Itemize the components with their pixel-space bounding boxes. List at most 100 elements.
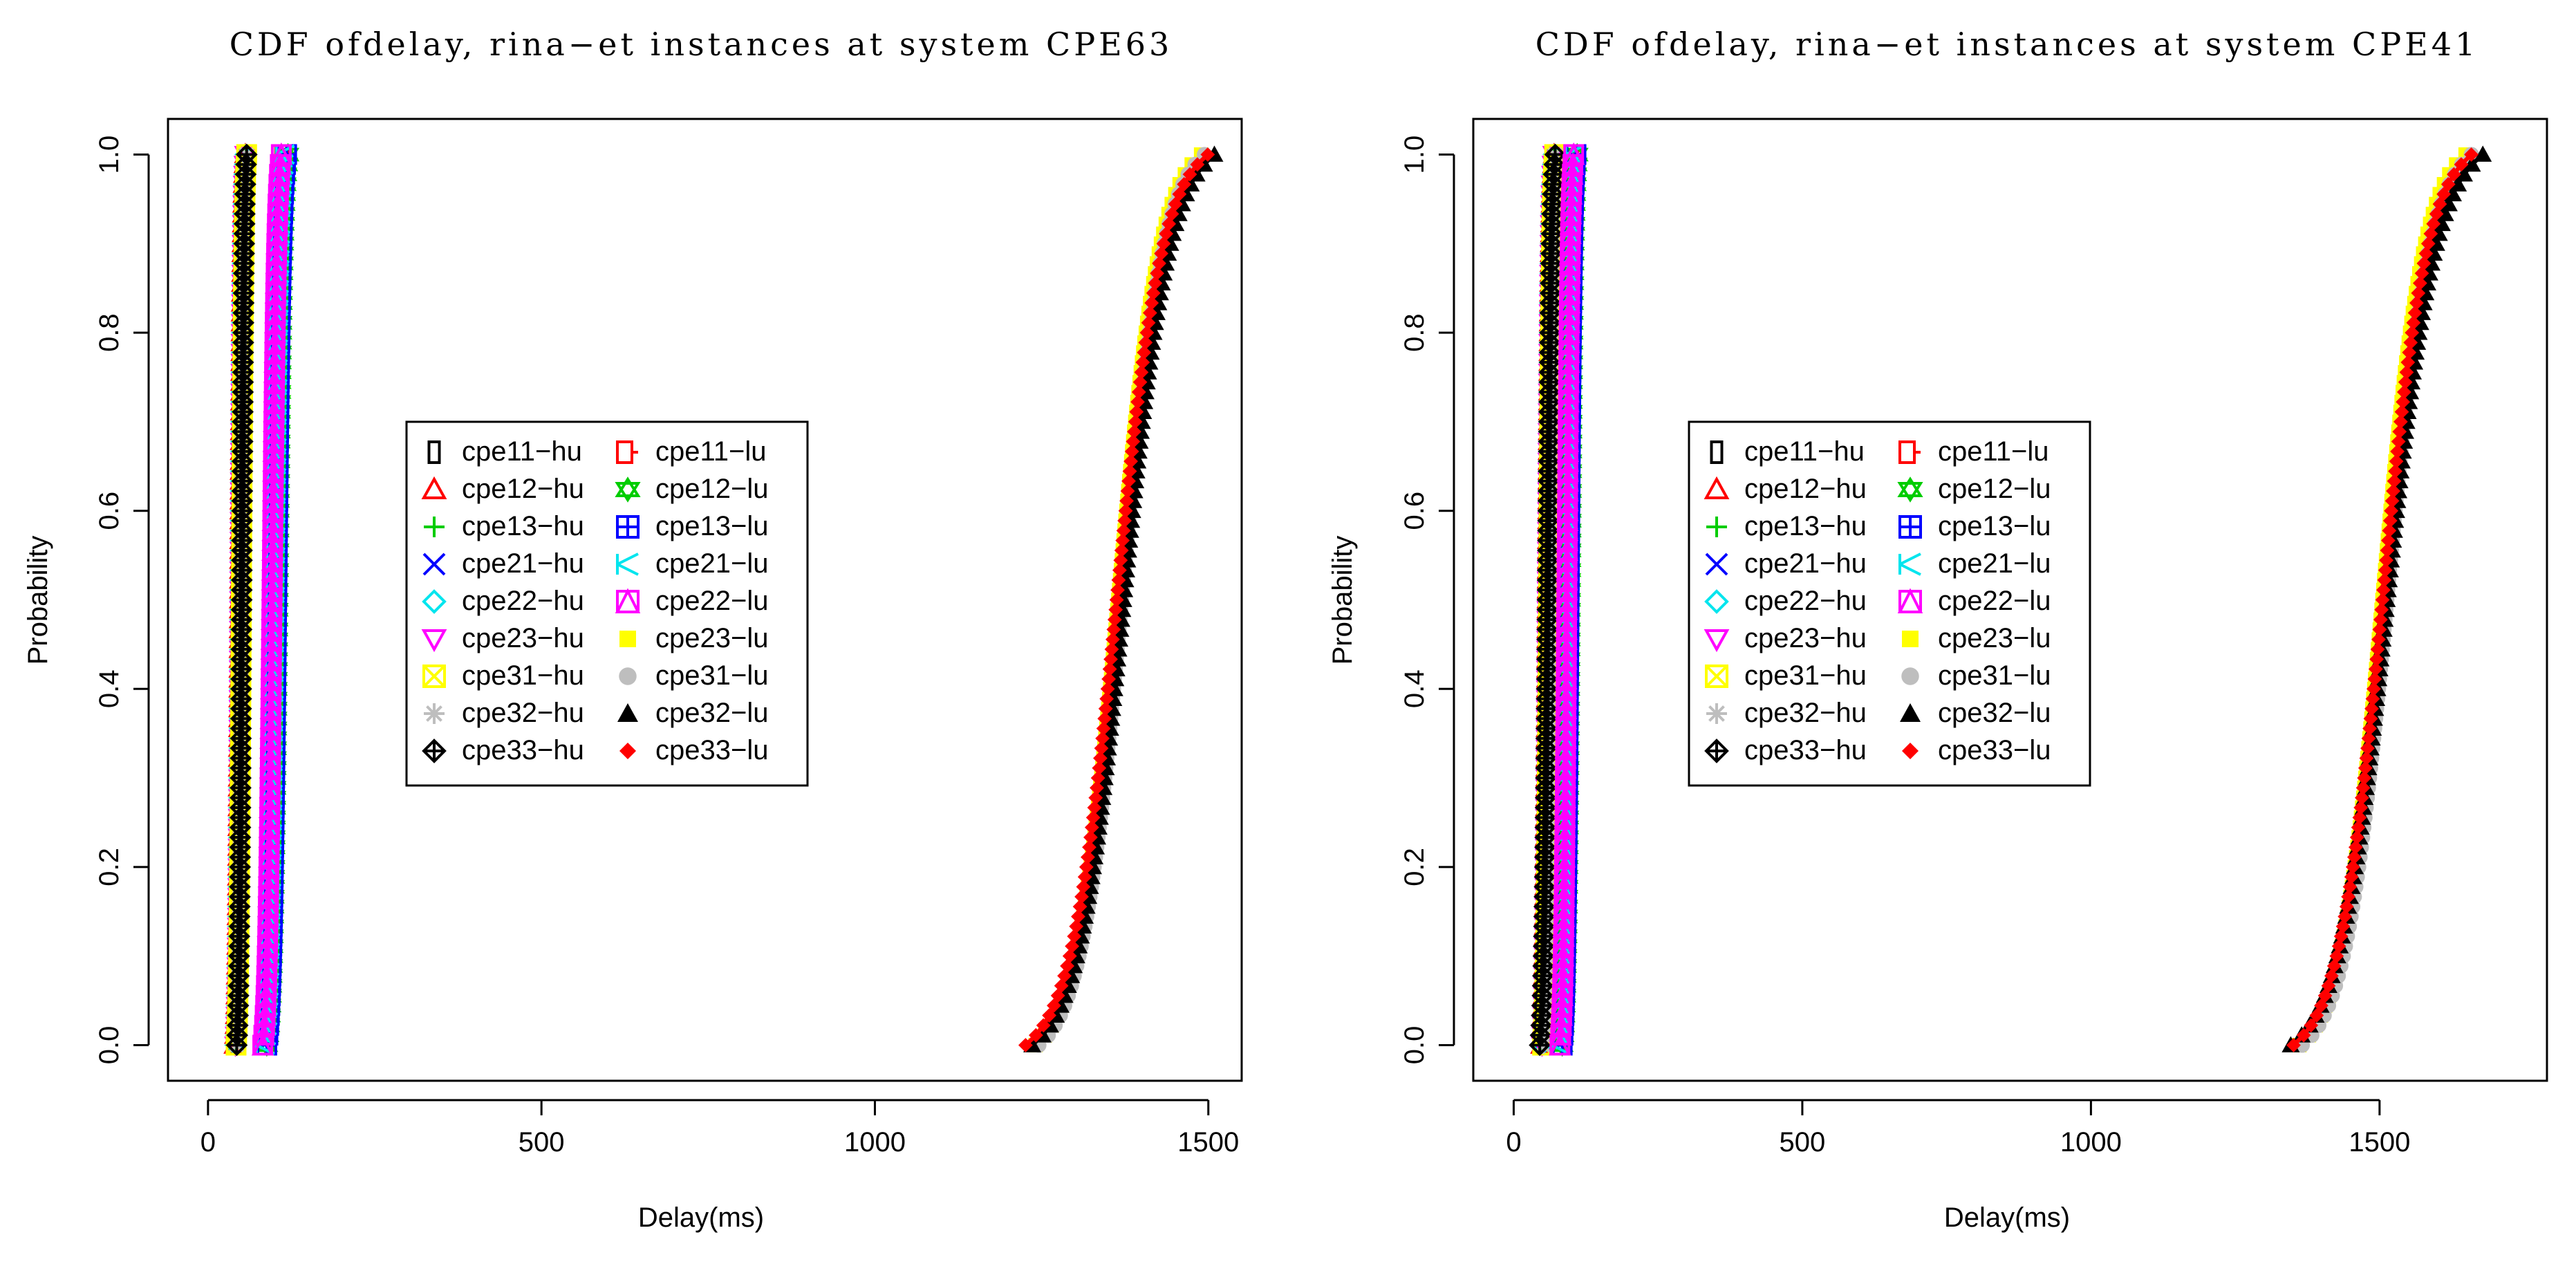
data-point [1077,869,1092,884]
legend-label: cpe31−hu [462,660,584,691]
data-point [2406,315,2421,331]
legend-label: cpe11−hu [462,436,582,467]
x-tick-label: 1000 [2060,1127,2122,1158]
legend-marker-icon [615,588,641,613]
data-point [2392,424,2407,439]
data-point [1097,711,1112,726]
data-point [1190,157,1205,172]
data-point [2416,256,2432,271]
data-point [1130,394,1145,409]
data-point [1138,335,1153,350]
legend-item: cpe22−lu [1897,586,2051,616]
data-point [2317,988,2333,1003]
data-point [2390,444,2405,459]
legend-item: cpe31−lu [619,660,768,691]
data-point [2389,454,2404,469]
series-layer [223,142,1224,1057]
series-cpe33-lu [1018,147,1215,1052]
data-point [2396,384,2411,400]
legend-marker-icon [1898,440,1921,464]
data-point [1142,306,1157,320]
y-axis: 0.0 0.2 0.4 0.6 0.8 1.0 [94,136,150,1064]
data-point [1062,949,1077,964]
data-point [1092,761,1107,776]
legend-marker-icon [1900,703,1921,722]
x-tick-label: 1500 [1177,1127,1239,1158]
data-point [2400,355,2416,370]
data-point [1093,751,1108,765]
legend-item: cpe22−hu [1704,586,1867,616]
data-point [1562,142,1585,165]
legend-marker-icon [1705,552,1728,576]
legend-marker-icon [617,703,638,722]
data-point [1106,622,1121,637]
data-point [1152,256,1166,271]
data-point [2432,196,2447,212]
legend-label: cpe21−lu [1938,548,2051,579]
data-point [2409,295,2424,310]
data-point [1101,671,1117,687]
legend-item: cpe33−hu [422,735,584,765]
data-point [1141,315,1156,331]
data-point [2337,909,2353,924]
legend-marker-icon [616,552,639,576]
data-point [1028,1028,1043,1043]
legend-marker-icon [424,517,445,537]
data-point [2355,781,2371,795]
data-point [1095,731,1110,746]
legend-item: cpe11−hu [1710,436,1865,467]
data-point [1112,563,1127,577]
data-point [1146,286,1161,301]
data-point [1115,533,1130,548]
legend-item: cpe11−lu [616,436,767,467]
legend-item: cpe12−hu [1704,474,1867,504]
y-tick-label: 0.4 [94,669,124,708]
data-point [1118,503,1133,519]
legend-marker-icon [619,743,636,759]
legend-item: cpe13−hu [424,511,584,541]
data-point [1102,662,1117,677]
legend-label: cpe23−hu [462,623,584,653]
legend-item: cpe13−hu [1706,511,1867,541]
data-point [2388,464,2402,478]
y-tick-label: 0.8 [94,313,124,352]
data-point [1128,414,1143,429]
data-point [2367,681,2381,696]
data-point [2446,167,2461,182]
data-point [2376,582,2391,597]
series-cpe22-lu [1549,142,1585,1056]
series-cpe33-hu [225,143,258,1057]
data-point [1100,681,1115,696]
data-point [1090,770,1105,786]
legend-item: cpe11−lu [1898,436,2049,467]
y-tick-label: 1.0 [1399,136,1430,174]
data-point [1036,1018,1051,1033]
legend-label: cpe22−hu [1744,586,1867,616]
data-point [1069,919,1084,934]
legend-box [1688,420,2091,787]
legend-marker-icon [1902,631,1919,647]
data-point [2391,434,2406,449]
data-point [2367,671,2382,687]
data-point [1060,958,1075,974]
data-point [1122,464,1137,478]
legend-item: cpe21−lu [616,548,768,579]
y-tick-label: 0.2 [1399,848,1430,886]
legend: cpe11−hu cpe12−hu cpe13−hu cpe21−hu cpe22−hu… [1688,420,2091,787]
data-point [1103,651,1118,667]
data-point [2378,563,2393,577]
data-point [1090,781,1104,795]
data-point [1156,236,1171,251]
data-point [2342,880,2358,894]
series-cpe33-lu [2286,147,2479,1052]
legend-marker-icon [616,440,638,464]
legend-marker-icon [1901,667,1919,685]
data-point [2418,246,2434,261]
y-axis-label: Probability [1327,536,1358,665]
data-point [2379,552,2393,568]
legend-marker-icon [1704,738,1729,763]
data-point [2463,155,2481,172]
legend-label: cpe12−lu [1938,474,2051,504]
data-point [2362,721,2377,736]
legend-marker-icon [1898,552,1921,576]
